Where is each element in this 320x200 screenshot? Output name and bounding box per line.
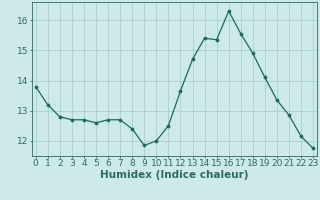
- X-axis label: Humidex (Indice chaleur): Humidex (Indice chaleur): [100, 170, 249, 180]
